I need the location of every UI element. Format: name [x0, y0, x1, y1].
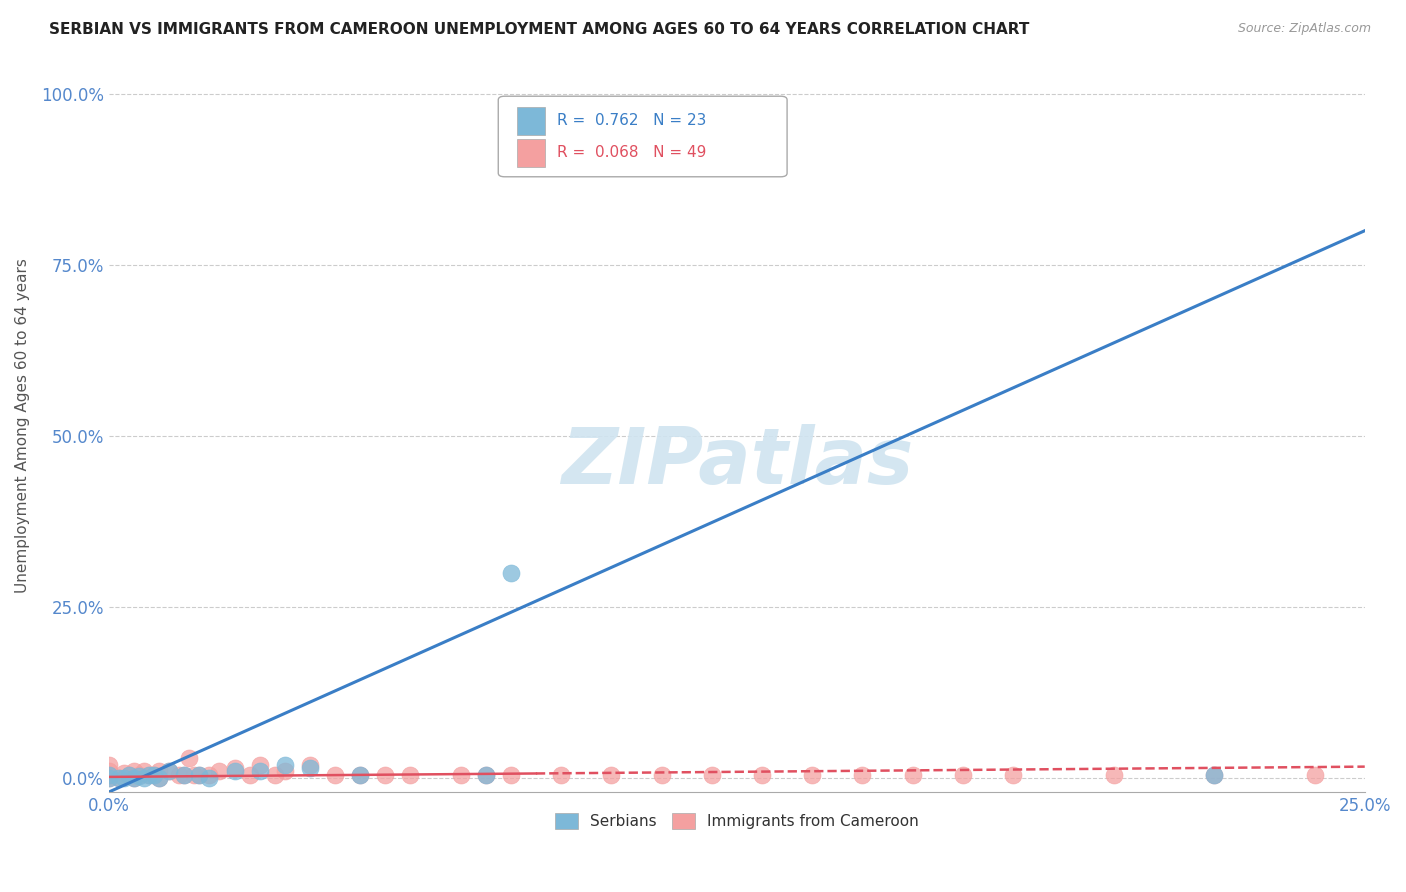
Point	[323, 768, 346, 782]
Bar	[517, 107, 544, 135]
Point	[298, 761, 321, 775]
Point	[98, 768, 121, 782]
Point	[349, 768, 371, 782]
Point	[183, 768, 205, 782]
Point	[157, 764, 180, 779]
Point	[98, 757, 121, 772]
Point	[450, 768, 472, 782]
Point	[801, 768, 824, 782]
Text: Source: ZipAtlas.com: Source: ZipAtlas.com	[1237, 22, 1371, 36]
Point	[474, 768, 496, 782]
Point	[122, 764, 145, 779]
Point	[108, 772, 131, 786]
Point	[179, 750, 201, 764]
Point	[952, 768, 974, 782]
Point	[128, 769, 150, 783]
Point	[118, 768, 141, 782]
Point	[1102, 768, 1125, 782]
Point	[148, 772, 170, 786]
Bar	[517, 139, 544, 168]
Point	[108, 772, 131, 786]
Point	[98, 768, 121, 782]
Point	[143, 768, 166, 782]
Point	[249, 764, 271, 779]
Point	[650, 768, 672, 782]
Point	[122, 772, 145, 786]
Point	[1202, 768, 1225, 782]
Point	[98, 764, 121, 779]
Point	[128, 768, 150, 782]
Point	[148, 764, 170, 779]
Point	[499, 566, 522, 580]
Text: R =  0.762   N = 23: R = 0.762 N = 23	[557, 113, 707, 128]
Point	[901, 768, 924, 782]
FancyBboxPatch shape	[498, 96, 787, 177]
Point	[600, 768, 623, 782]
Point	[122, 772, 145, 786]
Legend: Serbians, Immigrants from Cameroon: Serbians, Immigrants from Cameroon	[548, 807, 925, 836]
Point	[188, 768, 211, 782]
Point	[143, 768, 166, 782]
Point	[112, 765, 135, 780]
Point	[751, 768, 773, 782]
Point	[173, 768, 195, 782]
Point	[224, 764, 246, 779]
Y-axis label: Unemployment Among Ages 60 to 64 years: Unemployment Among Ages 60 to 64 years	[15, 259, 30, 593]
Point	[173, 768, 195, 782]
Point	[263, 768, 285, 782]
Point	[274, 757, 297, 772]
Point	[298, 757, 321, 772]
Point	[249, 757, 271, 772]
Point	[188, 768, 211, 782]
Point	[138, 768, 160, 782]
Point	[118, 768, 141, 782]
Point	[1202, 768, 1225, 782]
Point	[138, 768, 160, 782]
Point	[98, 772, 121, 786]
Text: SERBIAN VS IMMIGRANTS FROM CAMEROON UNEMPLOYMENT AMONG AGES 60 TO 64 YEARS CORRE: SERBIAN VS IMMIGRANTS FROM CAMEROON UNEM…	[49, 22, 1029, 37]
Text: R =  0.068   N = 49: R = 0.068 N = 49	[557, 145, 707, 160]
Point	[224, 761, 246, 775]
Point	[1303, 768, 1326, 782]
Point	[169, 768, 191, 782]
Point	[239, 768, 262, 782]
Point	[198, 768, 221, 782]
Point	[499, 768, 522, 782]
Point	[148, 772, 170, 786]
Point	[112, 772, 135, 786]
Point	[208, 764, 231, 779]
Point	[198, 772, 221, 786]
Point	[1002, 768, 1025, 782]
Point	[851, 768, 873, 782]
Point	[374, 768, 396, 782]
Point	[98, 772, 121, 786]
Point	[274, 764, 297, 779]
Point	[399, 768, 422, 782]
Point	[550, 768, 572, 782]
Point	[134, 772, 156, 786]
Point	[700, 768, 723, 782]
Point	[157, 764, 180, 779]
Point	[474, 768, 496, 782]
Point	[134, 764, 156, 779]
Point	[349, 768, 371, 782]
Text: ZIPatlas: ZIPatlas	[561, 425, 912, 500]
